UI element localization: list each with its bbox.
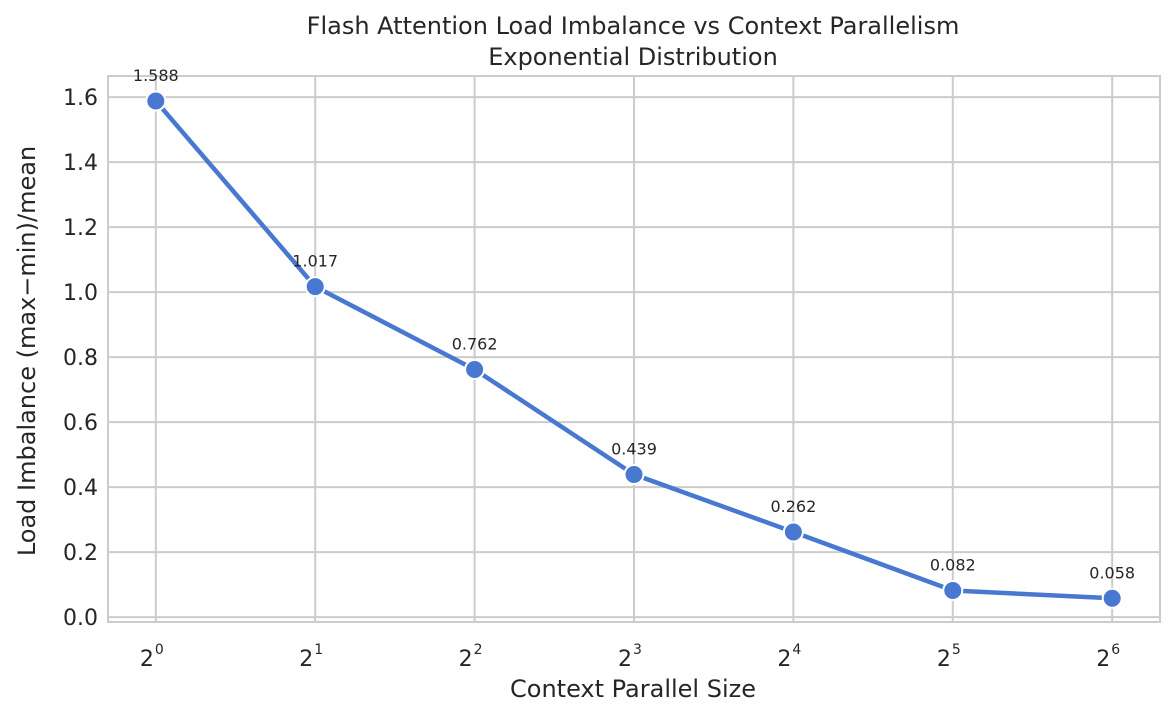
x-tick-label: 22 (459, 642, 483, 672)
data-point (304, 276, 326, 298)
x-tick-label: 23 (618, 642, 642, 672)
x-tick-label: 20 (140, 642, 164, 672)
data-point (782, 521, 804, 543)
data-label: 1.017 (292, 252, 338, 271)
y-tick-label: 1.4 (63, 151, 98, 176)
chart-title: Flash Attention Load Imbalance vs Contex… (307, 12, 960, 40)
data-point (145, 90, 167, 112)
y-tick-label: 1.2 (63, 216, 98, 241)
data-label: 1.588 (133, 66, 179, 85)
data-point (1101, 587, 1123, 609)
x-tick-label: 21 (299, 642, 323, 672)
data-label-layer: 1.588 1.017 0.762 0.439 0.262 0.082 0.058 (133, 66, 1135, 582)
data-label: 0.762 (452, 334, 498, 353)
y-tick-label: 0.0 (63, 606, 98, 631)
grid-layer (107, 75, 1161, 623)
series-layer (145, 90, 1123, 609)
y-tick-label: 0.4 (63, 476, 98, 501)
y-tick-label: 0.6 (63, 411, 98, 436)
x-axis-label: Context Parallel Size (510, 675, 756, 703)
y-axis-ticks: 0.0 0.2 0.4 0.6 0.8 1.0 1.2 1.4 1.6 (63, 86, 98, 631)
data-label: 0.262 (770, 497, 816, 516)
y-tick-label: 0.2 (63, 541, 98, 566)
x-tick-label: 25 (937, 642, 961, 672)
chart-subtitle: Exponential Distribution (488, 43, 778, 71)
data-point (464, 358, 486, 380)
data-label: 0.439 (611, 439, 657, 458)
data-label: 0.058 (1089, 563, 1135, 582)
data-label: 0.082 (930, 555, 976, 574)
x-tick-label: 24 (777, 642, 801, 672)
y-axis-label: Load Imbalance (max−min)/mean (13, 146, 41, 556)
x-tick-label: 26 (1096, 642, 1120, 672)
data-point (942, 579, 964, 601)
x-axis-ticks: 20 21 22 23 24 25 26 (140, 642, 1120, 672)
data-point (623, 463, 645, 485)
y-tick-label: 1.0 (63, 281, 98, 306)
y-tick-label: 1.6 (63, 86, 98, 111)
y-tick-label: 0.8 (63, 346, 98, 371)
